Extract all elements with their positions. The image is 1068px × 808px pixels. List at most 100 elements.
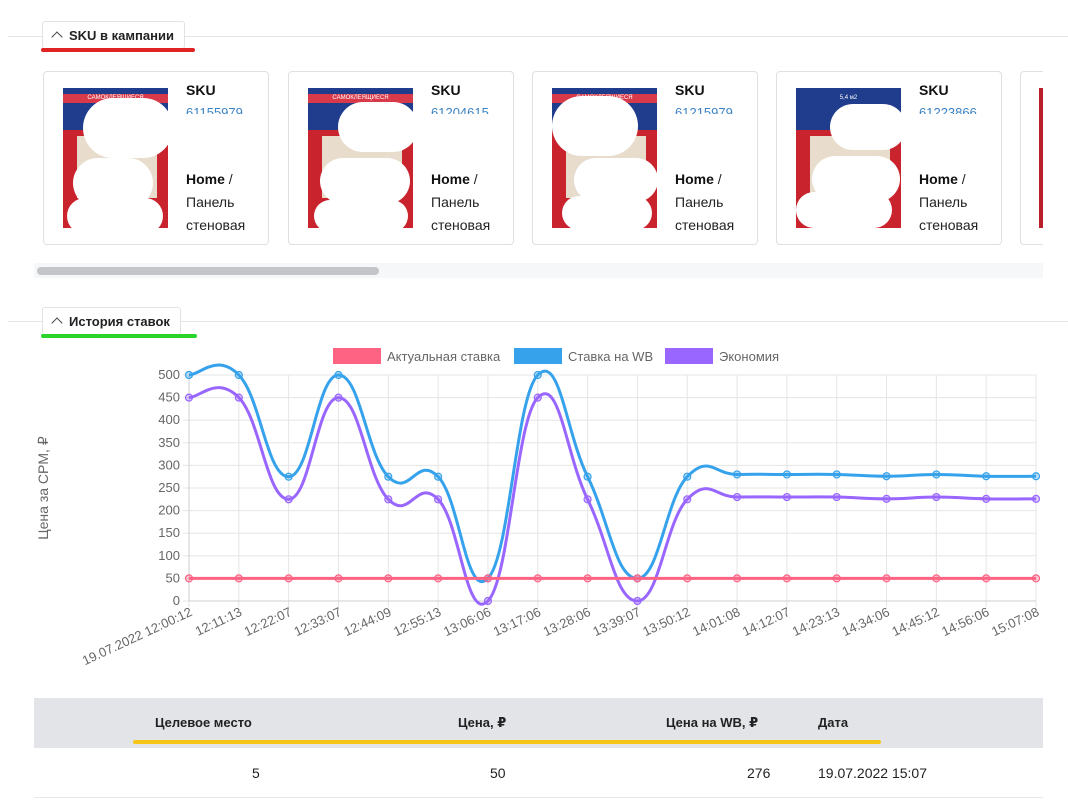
data-point xyxy=(932,492,941,502)
data-point xyxy=(583,574,592,583)
history-title-highlight xyxy=(41,334,197,338)
sku-thumb-note: 5,4 м2 xyxy=(796,94,901,103)
table-header-highlight xyxy=(133,740,881,744)
header-target-place[interactable]: Целевое место xyxy=(155,715,252,730)
history-section-toggle[interactable]: История ставок xyxy=(42,307,181,335)
sku-category: Home / Панель стеновая xyxy=(186,171,246,233)
sku-card[interactable]: 5,4 м2 SKU 61223866 Home / Панель стенов… xyxy=(776,71,1002,245)
sku-category: Home / Панель стеновая xyxy=(675,171,735,233)
sku-id-link[interactable]: 61223866 xyxy=(919,105,977,114)
x-tick-label: 15:07:08 xyxy=(989,604,1041,639)
data-point xyxy=(882,472,891,481)
y-tick-label: 150 xyxy=(158,525,180,540)
data-point xyxy=(1031,494,1041,503)
data-point xyxy=(982,494,991,503)
y-tick-label: 100 xyxy=(158,548,180,563)
data-point xyxy=(683,495,692,504)
x-tick-label: 12:11:13 xyxy=(193,604,244,639)
sku-id-link[interactable]: 61215979 xyxy=(675,105,733,114)
sku-title: SKU xyxy=(186,82,216,98)
data-point xyxy=(832,574,841,583)
data-point xyxy=(384,472,393,481)
section-divider xyxy=(8,321,1068,322)
sku-card[interactable]: САМОКЛЕЯЩИЕСЯ SKU 61215979 Home / Панель… xyxy=(532,71,758,245)
sku-card[interactable]: САМОКЛЕЯЩИЕСЯ SKU 61155979 Home / Панель… xyxy=(43,71,269,245)
header-wb-price[interactable]: Цена на WB, ₽ xyxy=(666,715,759,730)
data-point xyxy=(234,393,243,402)
header-price[interactable]: Цена, ₽ xyxy=(458,715,507,730)
sku-title-highlight xyxy=(41,48,195,52)
chart-svg: 0 50 100 150 200 250 300 350 400 450 500 19.07.2022… xyxy=(35,348,1041,668)
x-tick-label: 14:01:08 xyxy=(690,604,742,639)
horizontal-scrollbar[interactable] xyxy=(34,263,1043,278)
data-point xyxy=(334,370,343,380)
x-tick-label: 13:06:06 xyxy=(441,604,493,639)
y-tick-label: 450 xyxy=(158,390,180,405)
data-point xyxy=(982,472,991,481)
sku-section-title: SKU в кампании xyxy=(69,27,174,43)
sku-title: SKU xyxy=(919,82,949,98)
legend-swatch xyxy=(514,348,562,364)
series-line xyxy=(188,386,1037,606)
header-date[interactable]: Дата xyxy=(818,715,849,730)
sku-id-link[interactable]: 61204615 xyxy=(431,105,489,114)
data-point xyxy=(583,495,592,504)
chevron-up-icon xyxy=(51,317,63,329)
data-point xyxy=(334,393,343,402)
x-tick-label: 14:12:07 xyxy=(740,604,792,639)
bid-history-chart: 0 50 100 150 200 250 300 350 400 450 500 19.07.2022… xyxy=(0,340,1068,680)
data-point xyxy=(533,574,542,583)
data-point xyxy=(782,574,791,583)
cell-date: 19.07.2022 15:07 xyxy=(818,765,927,781)
x-tick-label: 14:23:13 xyxy=(790,604,842,639)
data-point xyxy=(633,574,642,583)
cell-wb-price: 276 xyxy=(747,765,771,781)
sku-thumbnail xyxy=(1039,88,1043,228)
cell-price: 50 xyxy=(490,765,506,781)
data-point xyxy=(683,574,692,583)
cell-target-place: 5 xyxy=(252,765,260,781)
data-point xyxy=(683,472,692,481)
x-tick-label: 13:50:12 xyxy=(640,604,692,639)
x-tick-label: 14:34:06 xyxy=(840,604,892,639)
data-point xyxy=(732,492,742,502)
sku-title: SKU xyxy=(431,82,461,98)
x-tick-label: 13:28:06 xyxy=(541,604,593,639)
data-point xyxy=(832,470,841,479)
sku-card-partial[interactable] xyxy=(1020,71,1043,245)
data-point xyxy=(284,495,293,504)
x-tick-label: 19.07.2022 12:00:12 xyxy=(80,604,194,668)
series-line xyxy=(188,363,1037,583)
data-point xyxy=(334,574,343,583)
table-row: 5 50 276 19.07.2022 15:07 xyxy=(34,748,1043,798)
data-point xyxy=(434,574,443,583)
legend-label: Ставка на WB xyxy=(568,349,653,364)
data-point xyxy=(732,470,742,479)
x-tick-label: 13:39:07 xyxy=(590,604,642,639)
y-tick-label: 300 xyxy=(158,457,180,472)
y-tick-label: 0 xyxy=(173,593,180,608)
data-point xyxy=(384,574,393,583)
sku-thumbnail: САМОКЛЕЯЩИЕСЯ xyxy=(552,88,657,228)
table-header: Целевое место Цена, ₽ Цена на WB, ₽ Дата xyxy=(34,698,1043,748)
data-point xyxy=(434,495,443,504)
data-point xyxy=(882,494,891,503)
section-divider xyxy=(8,36,1068,37)
x-tick-label: 14:45:12 xyxy=(889,604,941,639)
sku-section-toggle[interactable]: SKU в кампании xyxy=(42,21,185,49)
sku-id-link[interactable]: 61155979 xyxy=(186,105,243,114)
data-point xyxy=(932,574,941,583)
sku-badge: САМОКЛЕЯЩИЕСЯ xyxy=(308,94,413,103)
scrollbar-thumb[interactable] xyxy=(37,267,379,275)
data-point xyxy=(284,574,293,583)
y-tick-label: 350 xyxy=(158,435,180,450)
data-point xyxy=(184,574,194,583)
data-point xyxy=(284,472,293,481)
sku-card[interactable]: САМОКЛЕЯЩИЕСЯ SKU 61204615 Home / Панель… xyxy=(288,71,514,245)
data-point xyxy=(234,370,243,380)
sku-thumbnail: САМОКЛЕЯЩИЕСЯ xyxy=(63,88,168,228)
legend-label: Актуальная ставка xyxy=(387,349,501,364)
x-tick-label: 12:55:13 xyxy=(391,604,443,639)
y-tick-label: 250 xyxy=(158,480,180,495)
